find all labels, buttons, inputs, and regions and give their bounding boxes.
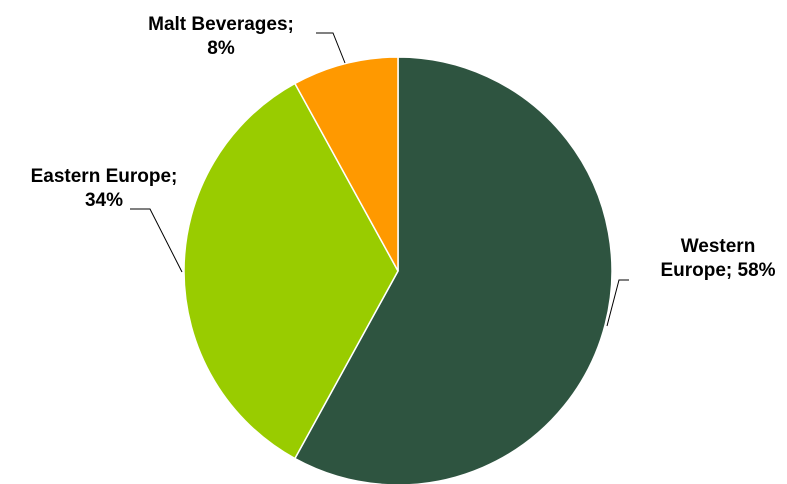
data-label-line: Western — [681, 236, 756, 257]
data-label-line: Malt Beverages; — [148, 14, 294, 35]
pie-slices — [183, 56, 613, 484]
data-label-line: Eastern Europe; — [31, 166, 178, 187]
leader-line-eastern-europe — [130, 208, 183, 273]
data-label-line: 8% — [207, 38, 235, 59]
data-label-line: 34% — [85, 190, 123, 211]
pie-slice-eastern-europe — [183, 82, 399, 460]
leader-lines — [130, 32, 629, 327]
data-label-line: Europe; 58% — [660, 260, 775, 281]
data-label-eastern-europe: Eastern Europe; 34% — [31, 166, 178, 211]
leader-line-western-europe — [606, 279, 629, 327]
pie-slice-malt-beverages — [293, 56, 399, 272]
data-label-malt-beverages: Malt Beverages; 8% — [148, 14, 294, 59]
leader-line-malt-beverages — [316, 32, 346, 64]
data-labels: Western Europe; 58% Eastern Europe; 34% Malt… — [31, 14, 776, 281]
data-label-western-europe: Western Europe; 58% — [660, 236, 775, 281]
pie-slice-western-europe — [293, 56, 613, 484]
